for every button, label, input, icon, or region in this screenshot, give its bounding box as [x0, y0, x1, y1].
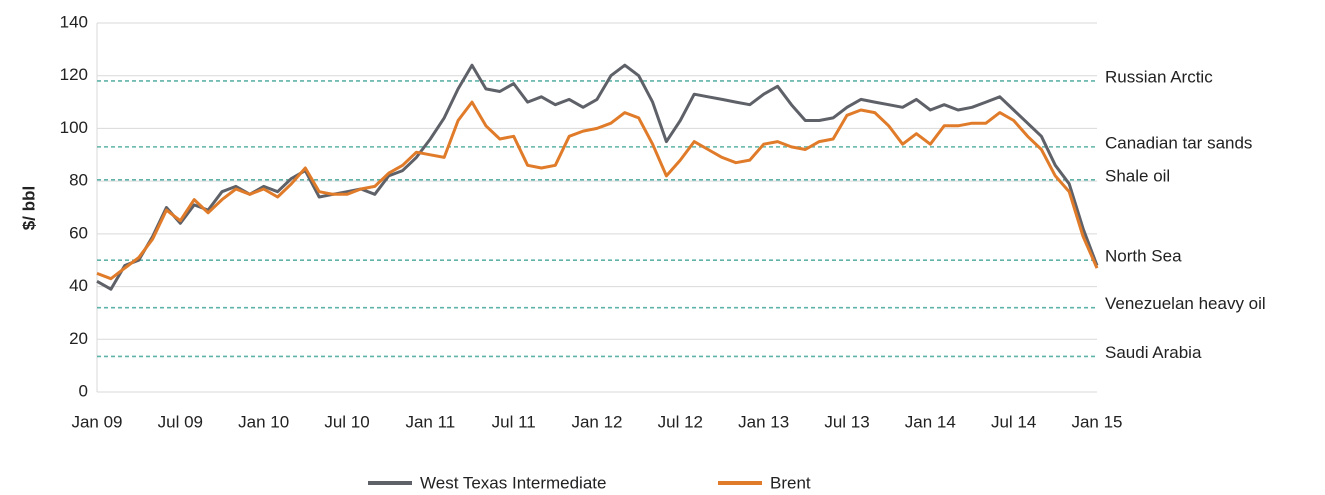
- x-tick-label: Jan 10: [238, 412, 289, 431]
- legend-label: West Texas Intermediate: [420, 473, 606, 492]
- y-tick-label: 100: [60, 118, 88, 137]
- y-tick-label: 0: [79, 381, 88, 400]
- legend-label: Brent: [770, 473, 811, 492]
- x-tick-label: Jul 12: [658, 412, 703, 431]
- y-tick-label: 40: [69, 276, 88, 295]
- x-tick-label: Jul 14: [991, 412, 1036, 431]
- x-tick-label: Jan 09: [71, 412, 122, 431]
- reference-label: Venezuelan heavy oil: [1105, 294, 1266, 313]
- x-tick-label: Jan 12: [571, 412, 622, 431]
- y-tick-label: 60: [69, 223, 88, 242]
- y-tick-label: 120: [60, 65, 88, 84]
- y-tick-label: 80: [69, 171, 88, 190]
- y-tick-label: 20: [69, 329, 88, 348]
- x-tick-label: Jan 13: [738, 412, 789, 431]
- x-tick-label: Jan 11: [405, 412, 455, 431]
- reference-label: Shale oil: [1105, 166, 1170, 185]
- x-tick-label: Jul 09: [158, 412, 203, 431]
- reference-label: Russian Arctic: [1105, 67, 1213, 86]
- reference-label: North Sea: [1105, 247, 1182, 266]
- reference-label: Canadian tar sands: [1105, 133, 1252, 152]
- x-tick-label: Jan 14: [905, 412, 956, 431]
- x-tick-label: Jul 10: [324, 412, 369, 431]
- reference-label: Saudi Arabia: [1105, 343, 1202, 362]
- series-line: [96, 100, 1099, 281]
- y-axis-label: $/ bbl: [19, 186, 38, 230]
- x-tick-label: Jan 15: [1071, 412, 1122, 431]
- x-tick-label: Jul 11: [492, 412, 536, 431]
- y-tick-label: 140: [60, 12, 88, 31]
- x-tick-label: Jul 13: [824, 412, 869, 431]
- series-line: [96, 63, 1099, 291]
